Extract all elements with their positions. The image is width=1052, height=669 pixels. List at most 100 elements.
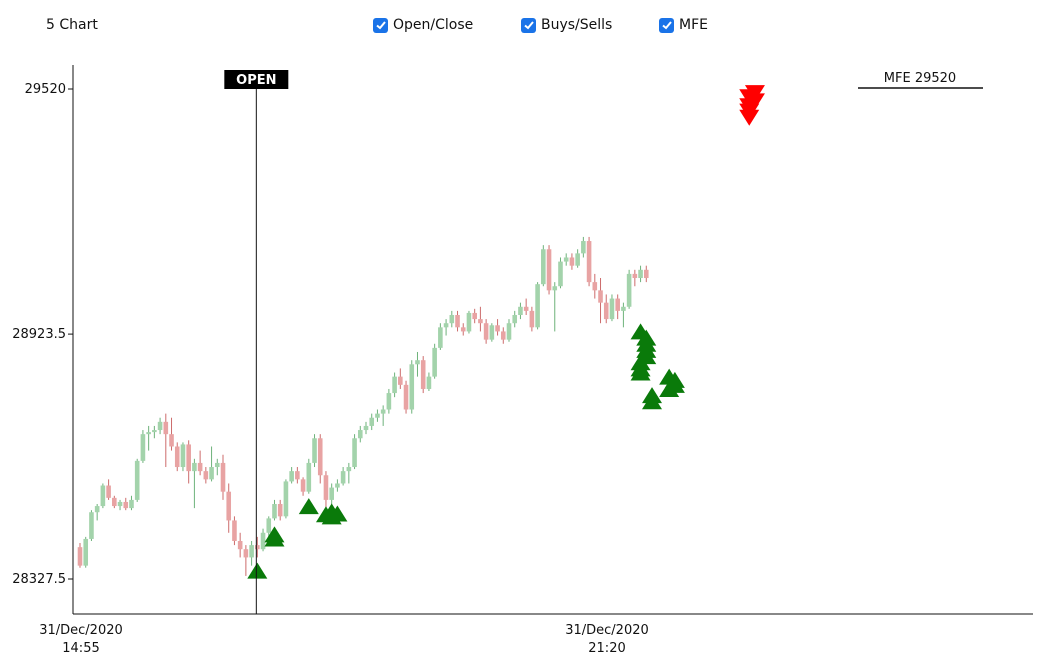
- candle-body: [546, 249, 552, 291]
- candle-body: [77, 547, 83, 566]
- candle-body: [506, 323, 512, 340]
- candle-body: [380, 409, 386, 414]
- candle-body: [415, 360, 420, 365]
- candle-body: [443, 323, 449, 328]
- candle-body: [375, 413, 380, 418]
- candle-body: [255, 545, 260, 550]
- candle-body: [432, 347, 437, 377]
- candle-body: [398, 376, 403, 385]
- candle-body: [157, 421, 163, 431]
- candle-body: [449, 314, 455, 324]
- candle-body: [197, 462, 203, 472]
- candle-body: [306, 462, 312, 492]
- buy-triangle-icon: [247, 562, 268, 579]
- candle-body: [94, 506, 100, 513]
- candle-body: [352, 438, 357, 468]
- candle-body: [209, 467, 214, 480]
- candle-body: [123, 501, 129, 509]
- candle-body: [266, 518, 272, 533]
- candle-body: [243, 549, 249, 558]
- candle-body: [226, 491, 232, 521]
- chart-title: 5 Chart: [46, 17, 98, 33]
- candle-body: [323, 475, 329, 500]
- x-tick-time: 21:20: [588, 641, 625, 656]
- candle-body: [575, 253, 580, 266]
- candle-body: [300, 479, 306, 492]
- x-tick-time: 14:55: [62, 641, 99, 656]
- candle-body: [483, 323, 489, 340]
- buy-triangle-icon: [321, 503, 342, 520]
- candle-body: [420, 360, 426, 389]
- candle-body: [541, 249, 546, 285]
- candle-body: [438, 327, 443, 348]
- candle-body: [272, 504, 277, 519]
- candle-body: [329, 487, 334, 500]
- candle-body: [581, 241, 586, 254]
- candle-body: [558, 261, 563, 287]
- candle-body: [112, 497, 117, 507]
- candle-body: [643, 269, 649, 279]
- candle-body: [500, 331, 506, 340]
- candle-body: [535, 284, 540, 328]
- candle-body: [621, 306, 626, 311]
- candle-body: [146, 432, 151, 435]
- sell-triangle-icon: [744, 85, 765, 102]
- candle-body: [277, 504, 283, 517]
- mfe-label: MFE 29520: [884, 71, 956, 86]
- candle-body: [237, 540, 243, 550]
- candle-body: [598, 290, 603, 303]
- toggle-label: Buys/Sells: [541, 17, 613, 33]
- candle-body: [529, 310, 535, 328]
- toggle-buys-sells[interactable]: Buys/Sells: [521, 17, 612, 33]
- open-label-bg: [224, 70, 289, 89]
- checkbox-checked-icon[interactable]: [373, 17, 388, 33]
- candle-body: [615, 298, 620, 311]
- toggle-mfe[interactable]: MFE: [659, 17, 708, 33]
- candle-body: [466, 312, 472, 332]
- candle-body: [518, 306, 523, 315]
- candle-body: [134, 460, 140, 500]
- checkbox-checked-icon[interactable]: [659, 17, 674, 33]
- candle-body: [489, 325, 495, 340]
- x-tick-date: 31/Dec/2020: [39, 623, 123, 638]
- candle-body: [83, 538, 89, 566]
- candle-body: [478, 319, 483, 324]
- candle-body: [460, 327, 466, 332]
- candle-body: [174, 446, 180, 468]
- candle-body: [609, 298, 615, 320]
- candle-body: [295, 471, 300, 480]
- candle-body: [214, 462, 220, 468]
- x-axis-ticks: 31/Dec/2020 14:55 31/Dec/2020 21:20: [39, 623, 649, 656]
- candle-body: [163, 421, 169, 435]
- candle-body: [632, 273, 638, 279]
- candle-body: [638, 269, 643, 279]
- candle-body: [512, 314, 518, 324]
- toggle-open-close[interactable]: Open/Close: [373, 17, 473, 33]
- candle-body: [392, 376, 397, 394]
- candle-body: [232, 520, 237, 541]
- toggle-label: MFE: [679, 17, 708, 33]
- y-tick-label: 28923.5: [12, 327, 66, 342]
- y-axis-ticks: 29520 28923.5 28327.5: [12, 82, 73, 587]
- candle-body: [169, 434, 174, 447]
- candle-body: [129, 499, 134, 509]
- candle-body: [626, 273, 632, 307]
- candle-body: [289, 471, 294, 482]
- candle-body: [472, 312, 477, 320]
- candle-body: [346, 467, 352, 472]
- checkbox-checked-icon[interactable]: [521, 17, 536, 33]
- candle-body: [563, 257, 569, 262]
- candle-body: [363, 425, 369, 431]
- candle-body: [89, 512, 94, 539]
- y-tick-label: 28327.5: [12, 572, 66, 587]
- buy-triangle-icon: [659, 368, 680, 385]
- candle-body: [203, 471, 209, 480]
- candle-body: [603, 302, 609, 320]
- candle-body: [283, 481, 289, 517]
- candle-body: [369, 417, 375, 426]
- candle-body: [340, 471, 346, 484]
- candle-body: [455, 314, 460, 328]
- toggle-label: Open/Close: [393, 17, 474, 33]
- candle-body: [552, 286, 558, 291]
